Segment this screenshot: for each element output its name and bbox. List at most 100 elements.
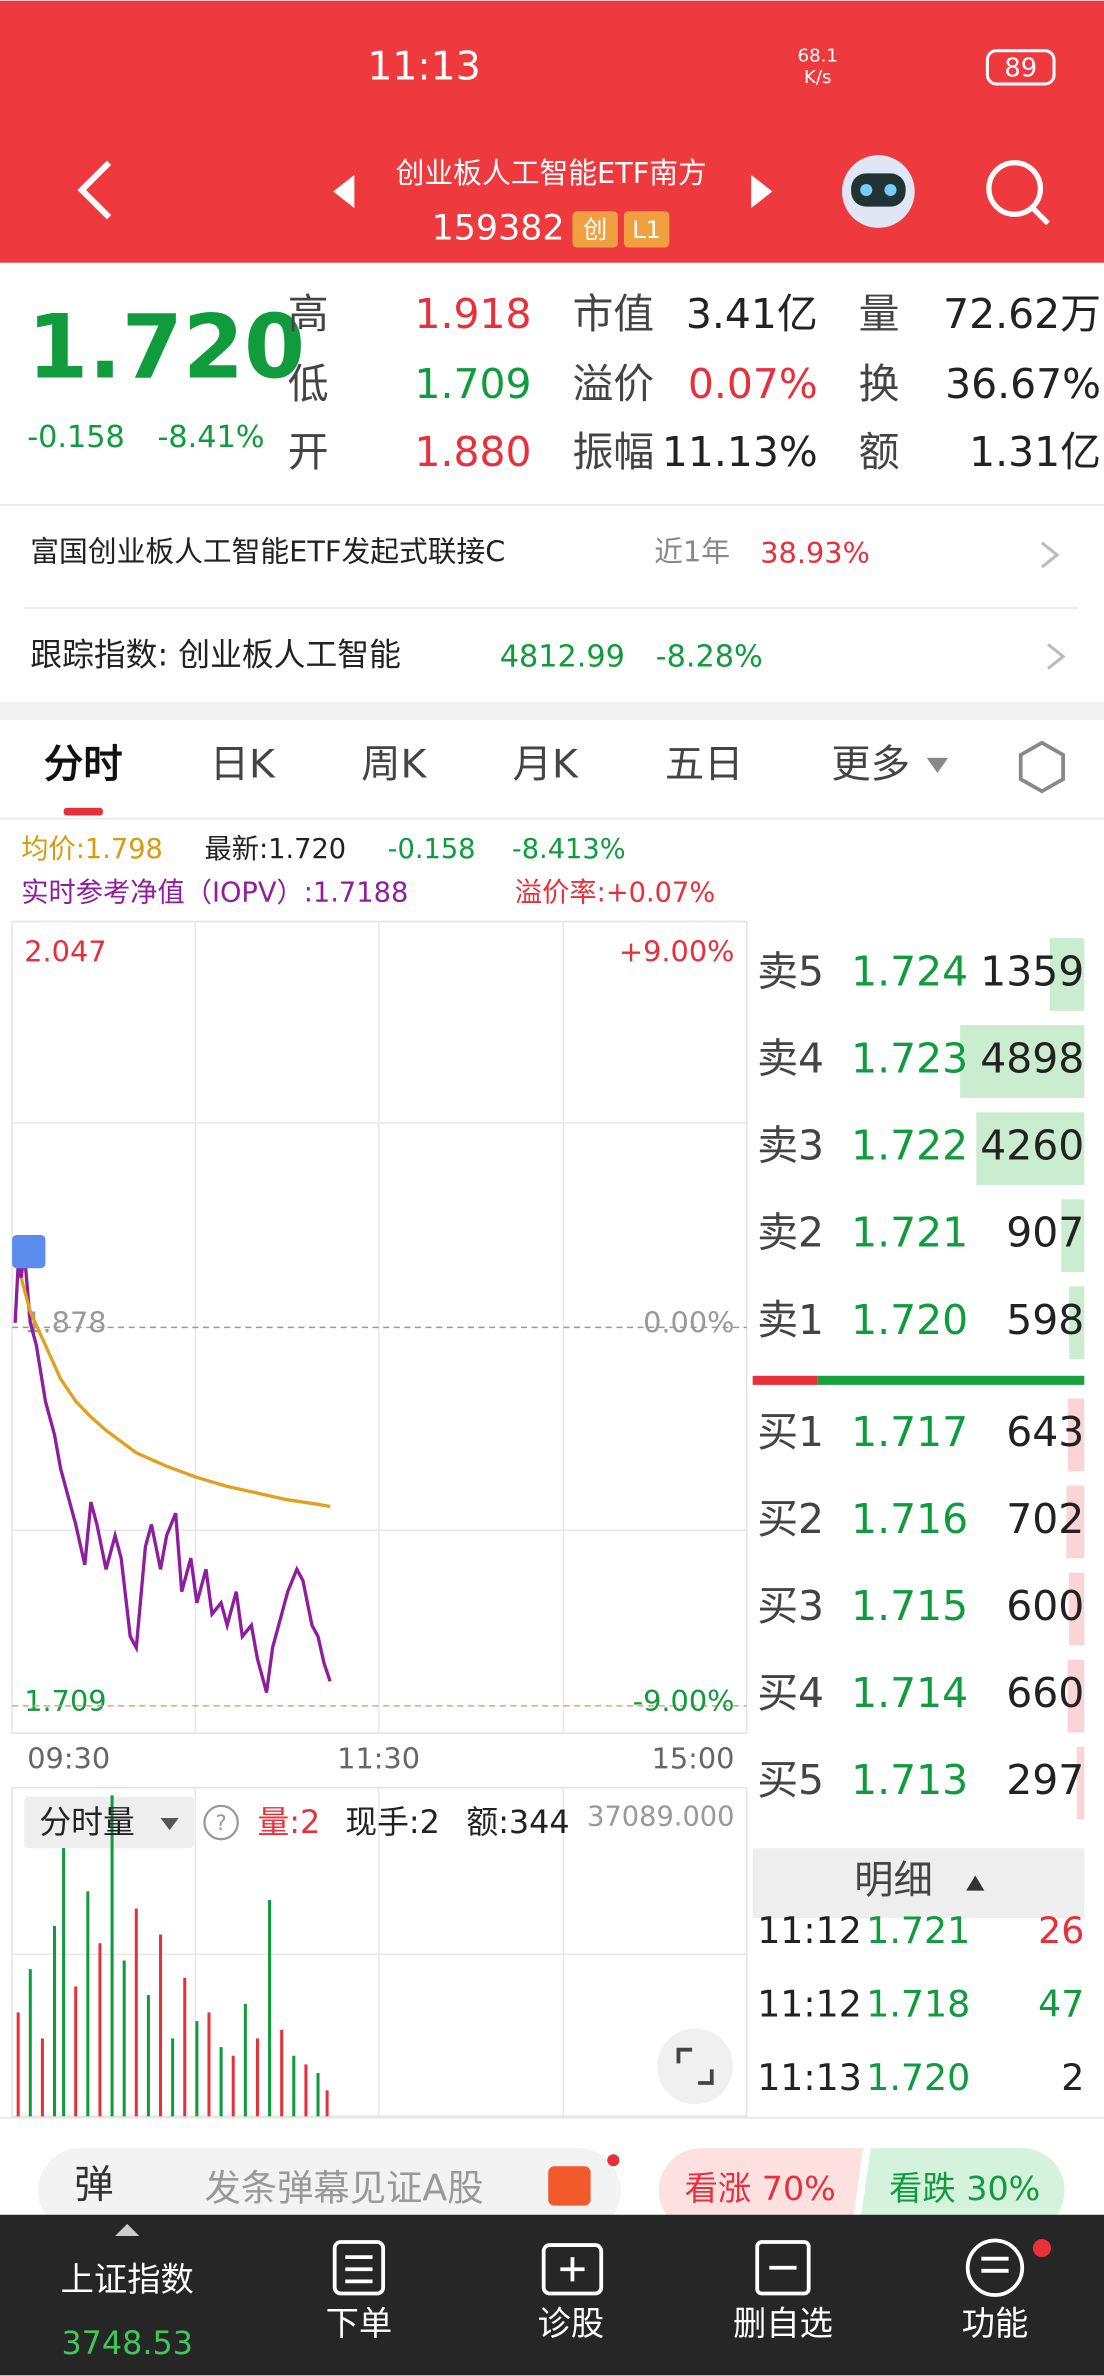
bullish: 看涨 70% — [685, 2169, 836, 2208]
book-volume: 598 — [1006, 1296, 1084, 1344]
stat-label: 高 — [288, 290, 329, 338]
price-line — [19, 1277, 331, 1509]
volume-bar — [159, 1934, 163, 2117]
depth-bar — [1049, 938, 1085, 1011]
settings-icon[interactable] — [1018, 740, 1066, 794]
book-volume: 643 — [1006, 1408, 1084, 1456]
net-unit: K/s — [804, 67, 831, 88]
battery-frame — [985, 49, 1056, 86]
volume-bar — [268, 1899, 272, 2117]
tab[interactable]: 周K — [361, 741, 427, 787]
book-volume: 660 — [1006, 1669, 1084, 1717]
volume-bar — [122, 1960, 126, 2117]
bearish: 看跌 30% — [889, 2169, 1040, 2208]
trade-volume: 26 — [1038, 1909, 1084, 1952]
book-price: 1.715 — [851, 1582, 968, 1630]
trades-title[interactable]: 明细 — [854, 1858, 933, 1904]
header-bg — [0, 0, 1104, 263]
tab[interactable]: 五日 — [665, 741, 744, 787]
search-button[interactable] — [986, 160, 1050, 226]
x-tick-label: 11:30 — [337, 1741, 420, 1775]
volume-selector[interactable]: 分时量 — [39, 1804, 134, 1841]
volume-bar — [195, 2021, 199, 2117]
stat-value: 1.880 — [415, 428, 532, 476]
stat-label: 换 — [859, 360, 900, 408]
tab[interactable]: 月K — [513, 741, 579, 787]
tab[interactable]: 分时 — [44, 741, 123, 787]
caret — [966, 1875, 985, 1891]
back-button[interactable] — [77, 160, 112, 220]
stat-label: 开 — [288, 428, 329, 476]
bullish-button[interactable] — [658, 2148, 864, 2233]
volume-bar — [134, 1908, 138, 2117]
x-tick-label: 15:00 — [652, 1741, 735, 1775]
fullscreen-button[interactable] — [657, 2028, 733, 2105]
nav-item[interactable]: 删自选 — [733, 2304, 833, 2343]
volume-selector-bg[interactable] — [24, 1796, 194, 1849]
notify-dot — [1032, 2238, 1051, 2258]
index-change: -8.28% — [656, 639, 763, 674]
nav-index-value: 3748.53 — [61, 2325, 192, 2362]
danmu-input[interactable] — [37, 2148, 621, 2233]
danmu-icon: 弹 — [74, 2162, 113, 2208]
stat-value: 1.31亿 — [969, 428, 1101, 476]
trade-price: 1.721 — [866, 1909, 970, 1952]
trade-price: 1.720 — [866, 2056, 970, 2099]
help-icon[interactable] — [203, 1804, 239, 1841]
volume-bar — [292, 2055, 296, 2117]
change: -0.158 — [27, 420, 125, 455]
depth-bar — [1076, 1746, 1085, 1820]
iopv-info: 实时参考净值（IOPV）:1.7188 — [21, 878, 408, 909]
stat-label: 振幅 — [572, 428, 654, 476]
chevron[interactable] — [1047, 643, 1066, 670]
prev-button[interactable] — [333, 174, 355, 209]
depth-bar — [976, 1112, 1085, 1185]
tab[interactable]: 日K — [210, 741, 276, 787]
volume-bar — [146, 1995, 150, 2117]
volume-bar — [304, 2064, 308, 2117]
stat-label: 低 — [288, 360, 329, 408]
book-volume: 4260 — [980, 1122, 1084, 1170]
stat-value: 1.709 — [415, 360, 532, 408]
nav-item[interactable]: 诊股 — [538, 2304, 605, 2343]
trade-time: 11:13 — [757, 2056, 862, 2099]
nav-item[interactable]: 功能 — [962, 2304, 1029, 2343]
net-speed: 68.1 — [798, 46, 838, 67]
notify-dot — [607, 2154, 620, 2167]
volume-bar — [86, 1891, 90, 2117]
stat-value: 3.41亿 — [686, 290, 818, 338]
book-price: 1.713 — [851, 1756, 968, 1804]
book-label: 买3 — [757, 1582, 824, 1630]
chevron[interactable] — [1040, 541, 1060, 569]
volume-now: 量:2 — [257, 1804, 320, 1841]
stat-label: 量 — [859, 290, 900, 338]
trade-volume: 47 — [1038, 1983, 1084, 2026]
split-red — [752, 1375, 818, 1385]
volume-bar — [28, 1969, 32, 2117]
trades-header-bg[interactable] — [752, 1848, 1085, 1918]
depth-bar — [1061, 1199, 1085, 1273]
nav-index-name[interactable]: 上证指数 — [61, 2260, 194, 2299]
book-label: 卖4 — [757, 1035, 824, 1083]
fullscreen-icon — [676, 2047, 714, 2085]
volume-bar — [53, 1925, 57, 2117]
next-button[interactable] — [751, 174, 773, 209]
depth-bar — [1068, 1398, 1085, 1472]
volume-bar — [243, 2003, 247, 2117]
book-label: 卖3 — [757, 1122, 824, 1170]
price-line — [13, 1250, 332, 1693]
tab[interactable]: 更多 — [831, 741, 910, 787]
split-green — [817, 1375, 1085, 1385]
battery-level: 89 — [1004, 53, 1037, 83]
stat-value: 36.67% — [945, 360, 1101, 408]
nav-item[interactable]: 下单 — [326, 2304, 393, 2343]
depth-bar — [1069, 1286, 1085, 1360]
volume-bar — [316, 2073, 320, 2117]
badge: 创 — [583, 216, 607, 244]
volume-bar — [171, 2038, 175, 2117]
avg-info: 均价:1.798 — [21, 834, 163, 865]
robot-icon[interactable] — [842, 155, 915, 228]
bearish-button[interactable] — [858, 2148, 1065, 2233]
change-pct-info: -8.413% — [512, 834, 626, 865]
book-label: 卖1 — [757, 1296, 824, 1344]
